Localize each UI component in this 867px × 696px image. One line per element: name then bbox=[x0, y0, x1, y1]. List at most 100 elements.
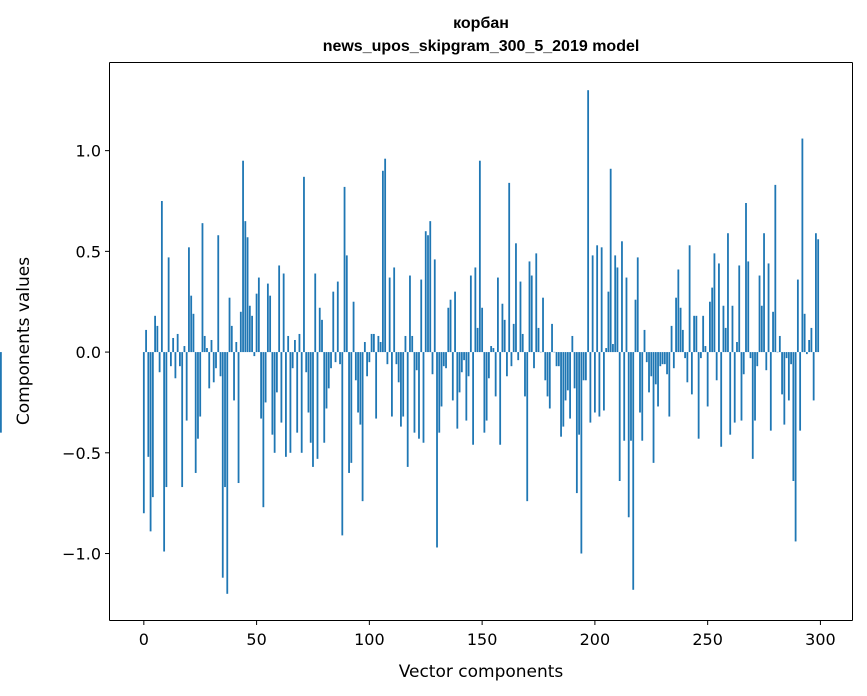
bar-299 bbox=[817, 239, 820, 353]
bar-288 bbox=[792, 352, 795, 481]
bar-179 bbox=[546, 352, 549, 397]
bar-48 bbox=[251, 315, 253, 353]
bar-212 bbox=[621, 241, 623, 353]
bar-280 bbox=[774, 184, 777, 353]
bar-22 bbox=[192, 313, 195, 353]
bar-268 bbox=[747, 261, 750, 353]
bar-67 bbox=[294, 339, 296, 353]
bar-98 bbox=[363, 342, 366, 353]
bar-62 bbox=[282, 273, 285, 353]
bar-185 bbox=[560, 352, 562, 437]
bar-294 bbox=[805, 352, 808, 355]
bar-85 bbox=[334, 352, 337, 363]
x-tick-label: 150 bbox=[467, 630, 498, 649]
bar-282 bbox=[778, 335, 781, 353]
bar-297 bbox=[812, 352, 815, 401]
bar-105 bbox=[379, 342, 382, 353]
bar-202 bbox=[598, 352, 601, 417]
bar-298 bbox=[815, 233, 817, 353]
bar-18 bbox=[183, 346, 186, 353]
bar-15 bbox=[176, 333, 179, 353]
bar-87 bbox=[339, 352, 341, 365]
x-tick-label: 300 bbox=[805, 630, 836, 649]
bar-42 bbox=[237, 352, 240, 484]
bar-126 bbox=[427, 235, 429, 353]
bar-89 bbox=[343, 186, 346, 353]
bar-260 bbox=[729, 352, 732, 435]
bar-71 bbox=[303, 176, 305, 353]
bar-199 bbox=[591, 255, 594, 353]
bar-274 bbox=[760, 305, 763, 353]
bar-31 bbox=[212, 352, 215, 383]
bar-68 bbox=[296, 352, 299, 433]
bar-28 bbox=[206, 348, 208, 353]
bar-267 bbox=[745, 203, 747, 353]
bar-103 bbox=[375, 352, 378, 419]
bar-143 bbox=[465, 352, 468, 421]
bar-289 bbox=[794, 352, 797, 542]
bar-21 bbox=[190, 295, 193, 353]
bar-249 bbox=[704, 346, 707, 353]
bar-223 bbox=[645, 352, 648, 363]
bar-177 bbox=[542, 297, 544, 353]
bar-187 bbox=[564, 352, 567, 401]
bar-216 bbox=[630, 352, 632, 441]
bar-158 bbox=[499, 352, 502, 445]
bar-41 bbox=[235, 342, 238, 353]
bar-287 bbox=[790, 352, 792, 365]
bar-100 bbox=[368, 352, 371, 363]
bar-205 bbox=[605, 348, 608, 353]
bar-111 bbox=[393, 267, 396, 353]
bar-263 bbox=[736, 342, 738, 353]
bar-6 bbox=[156, 325, 159, 353]
bar-162 bbox=[508, 182, 511, 353]
bar-35 bbox=[221, 352, 224, 578]
bar-117 bbox=[406, 352, 409, 467]
bar-198 bbox=[589, 352, 592, 423]
bar-132 bbox=[440, 352, 443, 407]
bar-201 bbox=[596, 245, 599, 353]
bar-211 bbox=[618, 352, 621, 481]
bar-59 bbox=[275, 352, 278, 393]
bar-2 bbox=[147, 352, 150, 457]
bar-55 bbox=[266, 283, 269, 353]
bar-277 bbox=[767, 263, 770, 353]
bar-7 bbox=[158, 352, 161, 373]
bar-234 bbox=[670, 325, 673, 353]
bar-262 bbox=[733, 352, 736, 423]
bar-266 bbox=[742, 352, 745, 375]
bar-34 bbox=[219, 352, 222, 377]
bar-77 bbox=[316, 352, 319, 459]
bar-123 bbox=[420, 279, 423, 353]
bar-135 bbox=[447, 307, 450, 353]
bar-178 bbox=[544, 352, 547, 381]
bar-141 bbox=[460, 352, 463, 373]
x-tick-label: 250 bbox=[692, 630, 723, 649]
bar-70 bbox=[300, 352, 303, 453]
bar-193 bbox=[578, 352, 580, 435]
bar-127 bbox=[429, 221, 432, 353]
bar-122 bbox=[418, 352, 420, 439]
bar-147 bbox=[474, 267, 477, 353]
bar-90 bbox=[345, 255, 348, 353]
bar-224 bbox=[648, 352, 650, 393]
bar-148 bbox=[476, 327, 479, 353]
bar-295 bbox=[808, 339, 811, 353]
y-tick-label: −1.0 bbox=[62, 545, 101, 564]
bar-43 bbox=[239, 311, 242, 353]
bar-172 bbox=[530, 275, 533, 353]
bar-36 bbox=[224, 352, 226, 488]
bar-275 bbox=[763, 233, 765, 353]
bar-47 bbox=[248, 305, 251, 353]
bar-257 bbox=[722, 305, 725, 353]
bar-214 bbox=[625, 277, 628, 353]
bar-46 bbox=[246, 237, 249, 353]
bar-80 bbox=[323, 352, 326, 443]
bar-96 bbox=[359, 352, 362, 425]
bar-222 bbox=[643, 329, 646, 353]
bar-269 bbox=[749, 352, 752, 359]
bar-293 bbox=[803, 313, 806, 353]
bar-0 bbox=[142, 352, 145, 514]
bar-113 bbox=[397, 352, 400, 383]
bar-161 bbox=[506, 352, 508, 377]
